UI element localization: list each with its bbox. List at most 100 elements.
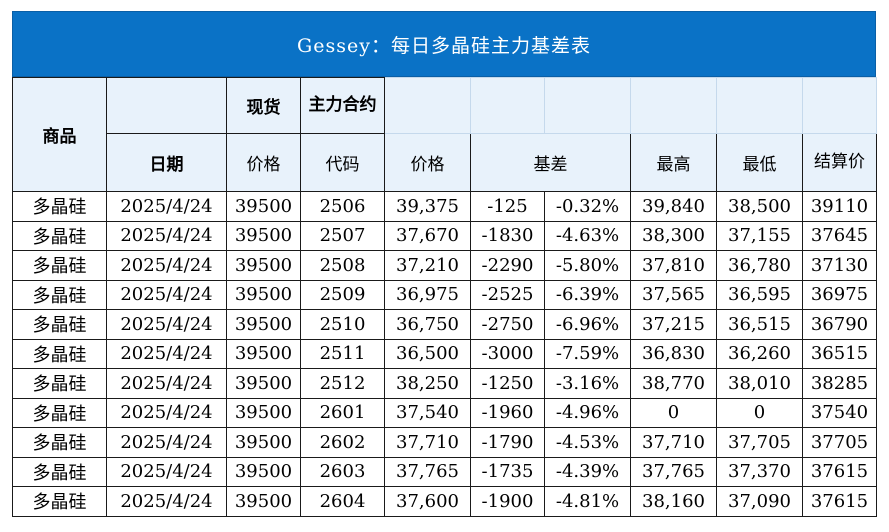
cell-basis-pct: -4.96%: [544, 397, 631, 428]
cell-price: 37,540: [384, 397, 471, 428]
cell-date: 2025/4/24: [106, 427, 227, 458]
header-blank-1: [384, 77, 471, 134]
header-blank-date-top: [106, 77, 227, 134]
cell-basis: -2525: [470, 279, 545, 310]
header-code: 代码: [300, 133, 385, 192]
cell-low: 36,260: [716, 338, 803, 369]
cell-product: 多晶硅: [12, 191, 107, 222]
cell-price: 37,765: [384, 456, 471, 487]
cell-low: 37,370: [716, 456, 803, 487]
cell-date: 2025/4/24: [106, 191, 227, 222]
cell-basis: -1790: [470, 427, 545, 458]
header-price: 价格: [384, 133, 471, 192]
cell-high: 38,770: [630, 368, 717, 399]
cell-settle: 37540: [802, 397, 877, 428]
table-row: 多晶硅 2025/4/24 39500 2507 37,670 -1830 -4.63% 38…: [12, 220, 877, 251]
cell-low: 37,155: [716, 220, 803, 251]
header-spot-price: 价格: [226, 133, 301, 192]
basis-table-container: Gessey：每日多晶硅主力基差表 商品 现货 主力合约 日期 价格: [12, 11, 877, 517]
cell-product: 多晶硅: [12, 427, 107, 458]
cell-low: 38,010: [716, 368, 803, 399]
cell-date: 2025/4/24: [106, 397, 227, 428]
cell-date: 2025/4/24: [106, 338, 227, 369]
header-low: 最低: [716, 133, 803, 192]
cell-high: 37,710: [630, 427, 717, 458]
basis-table: 商品 现货 主力合约 日期 价格 代码 价格 基差 最高 最低 结算价: [12, 77, 877, 517]
cell-low: 36,780: [716, 250, 803, 281]
cell-spot: 39500: [226, 338, 301, 369]
cell-price: 38,250: [384, 368, 471, 399]
cell-code: 2506: [300, 191, 385, 222]
table-row: 多晶硅 2025/4/24 39500 2512 38,250 -1250 -3.16% 38…: [12, 368, 877, 399]
cell-basis: -1830: [470, 220, 545, 251]
table-row: 多晶硅 2025/4/24 39500 2602 37,710 -1790 -4.53% 37…: [12, 427, 877, 458]
cell-basis-pct: -4.39%: [544, 456, 631, 487]
cell-price: 36,750: [384, 309, 471, 340]
header-high: 最高: [630, 133, 717, 192]
cell-date: 2025/4/24: [106, 250, 227, 281]
cell-product: 多晶硅: [12, 220, 107, 251]
cell-spot: 39500: [226, 456, 301, 487]
cell-basis-pct: -3.16%: [544, 368, 631, 399]
cell-low: 36,595: [716, 279, 803, 310]
cell-code: 2511: [300, 338, 385, 369]
cell-spot: 39500: [226, 368, 301, 399]
cell-basis-pct: -6.39%: [544, 279, 631, 310]
cell-high: 37,215: [630, 309, 717, 340]
header-main-contract: 主力合约: [300, 77, 385, 134]
cell-spot: 39500: [226, 309, 301, 340]
cell-basis: -1250: [470, 368, 545, 399]
cell-high: 38,160: [630, 486, 717, 517]
header-spot: 现货: [226, 77, 301, 134]
cell-low: 37,705: [716, 427, 803, 458]
cell-settle: 37615: [802, 486, 877, 517]
cell-settle: 38285: [802, 368, 877, 399]
cell-code: 2601: [300, 397, 385, 428]
header-basis: 基差: [470, 133, 631, 192]
cell-price: 36,975: [384, 279, 471, 310]
table-row: 多晶硅 2025/4/24 39500 2506 39,375 -125 -0.32% 39,…: [12, 191, 877, 222]
table-row: 多晶硅 2025/4/24 39500 2508 37,210 -2290 -5.80% 37…: [12, 250, 877, 281]
cell-settle: 36975: [802, 279, 877, 310]
header-blank-2: [470, 77, 545, 134]
cell-spot: 39500: [226, 279, 301, 310]
cell-settle: 37615: [802, 456, 877, 487]
header-date: 日期: [106, 133, 227, 192]
cell-product: 多晶硅: [12, 279, 107, 310]
cell-date: 2025/4/24: [106, 279, 227, 310]
cell-basis-pct: -4.63%: [544, 220, 631, 251]
cell-product: 多晶硅: [12, 309, 107, 340]
cell-spot: 39500: [226, 397, 301, 428]
cell-basis-pct: -4.81%: [544, 486, 631, 517]
cell-product: 多晶硅: [12, 368, 107, 399]
table-row: 多晶硅 2025/4/24 39500 2510 36,750 -2750 -6.96% 37…: [12, 309, 877, 340]
cell-code: 2604: [300, 486, 385, 517]
cell-spot: 39500: [226, 191, 301, 222]
cell-code: 2508: [300, 250, 385, 281]
cell-basis: -1900: [470, 486, 545, 517]
header-blank-6: [802, 77, 877, 134]
cell-date: 2025/4/24: [106, 456, 227, 487]
cell-basis: -2750: [470, 309, 545, 340]
cell-basis-pct: -0.32%: [544, 191, 631, 222]
table-row: 多晶硅 2025/4/24 39500 2511 36,500 -3000 -7.59% 36…: [12, 338, 877, 369]
cell-high: 38,300: [630, 220, 717, 251]
table-row: 多晶硅 2025/4/24 39500 2509 36,975 -2525 -6.39% 37…: [12, 279, 877, 310]
cell-product: 多晶硅: [12, 486, 107, 517]
cell-settle: 37130: [802, 250, 877, 281]
header-blank-3: [544, 77, 631, 134]
cell-high: 39,840: [630, 191, 717, 222]
cell-basis: -1960: [470, 397, 545, 428]
cell-basis-pct: -4.53%: [544, 427, 631, 458]
cell-product: 多晶硅: [12, 456, 107, 487]
cell-date: 2025/4/24: [106, 220, 227, 251]
cell-basis-pct: -5.80%: [544, 250, 631, 281]
cell-basis: -1735: [470, 456, 545, 487]
table-row: 多晶硅 2025/4/24 39500 2604 37,600 -1900 -4.81% 38…: [12, 486, 877, 517]
cell-date: 2025/4/24: [106, 309, 227, 340]
header-blank-5: [716, 77, 803, 134]
cell-spot: 39500: [226, 427, 301, 458]
cell-high: 0: [630, 397, 717, 428]
cell-high: 36,830: [630, 338, 717, 369]
cell-spot: 39500: [226, 486, 301, 517]
